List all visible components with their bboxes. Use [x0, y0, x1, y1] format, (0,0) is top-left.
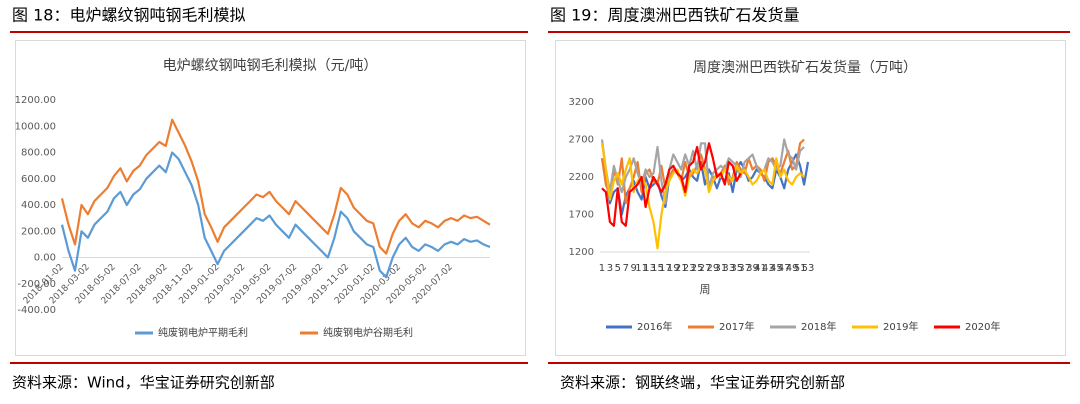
series-line — [60, 118, 491, 255]
y-tick-label: 3200 — [569, 97, 594, 108]
y-tick-label: 2200 — [569, 172, 594, 183]
source-note: 资料来源：Wind，华宝证券研究创新部 — [12, 374, 275, 392]
x-tick-label: 27 — [699, 263, 712, 274]
x-tick-label: 31 — [714, 263, 727, 274]
legend-label: 纯废钢电炉谷期毛利 — [323, 326, 413, 339]
x-tick-label: 7 — [623, 263, 629, 274]
series-line — [600, 138, 805, 205]
y-tick-label: 1200 — [569, 247, 594, 258]
x-tick-label: 5 — [615, 263, 621, 274]
figure-header: 图 19：周度澳洲巴西铁矿石发货量 — [550, 6, 799, 25]
y-tick-label: -200.00 — [17, 279, 56, 290]
x-tick-label: 45 — [770, 263, 783, 274]
legend-label: 2017年 — [719, 320, 754, 333]
x-tick-label: 51 — [794, 263, 807, 274]
y-tick-label: -400.00 — [17, 305, 56, 316]
y-tick-label: 200.00 — [21, 226, 56, 237]
legend-label: 纯废钢电炉平期毛利 — [158, 326, 248, 339]
x-tick-label: 41 — [754, 263, 767, 274]
y-tick-label: 400.00 — [21, 200, 56, 211]
y-tick-label: 800.00 — [21, 148, 56, 159]
legend-label: 2020年 — [965, 320, 1000, 333]
x-tick-label: 19 — [667, 263, 680, 274]
y-tick-label: 600.00 — [21, 174, 56, 185]
chart-title: 电炉螺纹钢吨钢毛利模拟（元/吨） — [163, 58, 378, 74]
x-tick-label: 9 — [630, 263, 636, 274]
y-tick-label: 1000.00 — [15, 121, 56, 132]
series-line — [60, 151, 491, 279]
source-note: 资料来源：钢联终端，华宝证券研究创新部 — [560, 374, 845, 392]
x-tick-label: 25 — [691, 263, 704, 274]
x-tick-label: 1 — [599, 263, 605, 274]
x-tick-label: 17 — [659, 263, 672, 274]
y-tick-label: 2700 — [569, 135, 594, 146]
x-tick-label: 43 — [762, 263, 775, 274]
x-tick-label: 21 — [675, 263, 688, 274]
x-tick-label: 53 — [802, 263, 815, 274]
figure-header: 图 18：电炉螺纹钢吨钢毛利模拟 — [12, 6, 245, 25]
x-tick-label: 39 — [746, 263, 759, 274]
x-tick-label: 29 — [707, 263, 720, 274]
x-tick-label: 47 — [778, 263, 791, 274]
x-tick-label: 3 — [607, 263, 613, 274]
x-tick-label: 37 — [738, 263, 751, 274]
y-tick-label: 0.00 — [34, 253, 56, 264]
x-tick-label: 15 — [651, 263, 664, 274]
y-tick-label: 1700 — [569, 210, 594, 221]
x-tick-label: 33 — [722, 263, 735, 274]
legend-label: 2018年 — [801, 320, 836, 333]
x-tick-label: 23 — [683, 263, 696, 274]
legend-label: 2016年 — [637, 320, 672, 333]
x-axis-label: 周 — [700, 283, 711, 296]
x-tick-label: 49 — [786, 263, 799, 274]
series-line — [601, 142, 742, 227]
chart-title: 周度澳洲巴西铁矿石发货量（万吨） — [693, 59, 917, 76]
x-tick-label: 35 — [730, 263, 743, 274]
x-tick-label: 13 — [643, 263, 656, 274]
y-tick-label: 1200.00 — [15, 95, 56, 106]
chart-frame — [15, 40, 526, 356]
chart-frame — [555, 40, 1066, 356]
legend-label: 2019年 — [883, 320, 918, 333]
x-tick-label: 11 — [635, 263, 648, 274]
